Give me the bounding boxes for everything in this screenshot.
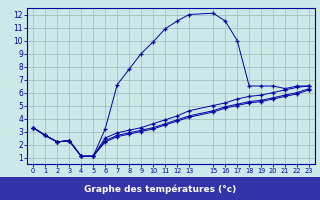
Text: Graphe des températures (°c): Graphe des températures (°c) — [84, 185, 236, 194]
